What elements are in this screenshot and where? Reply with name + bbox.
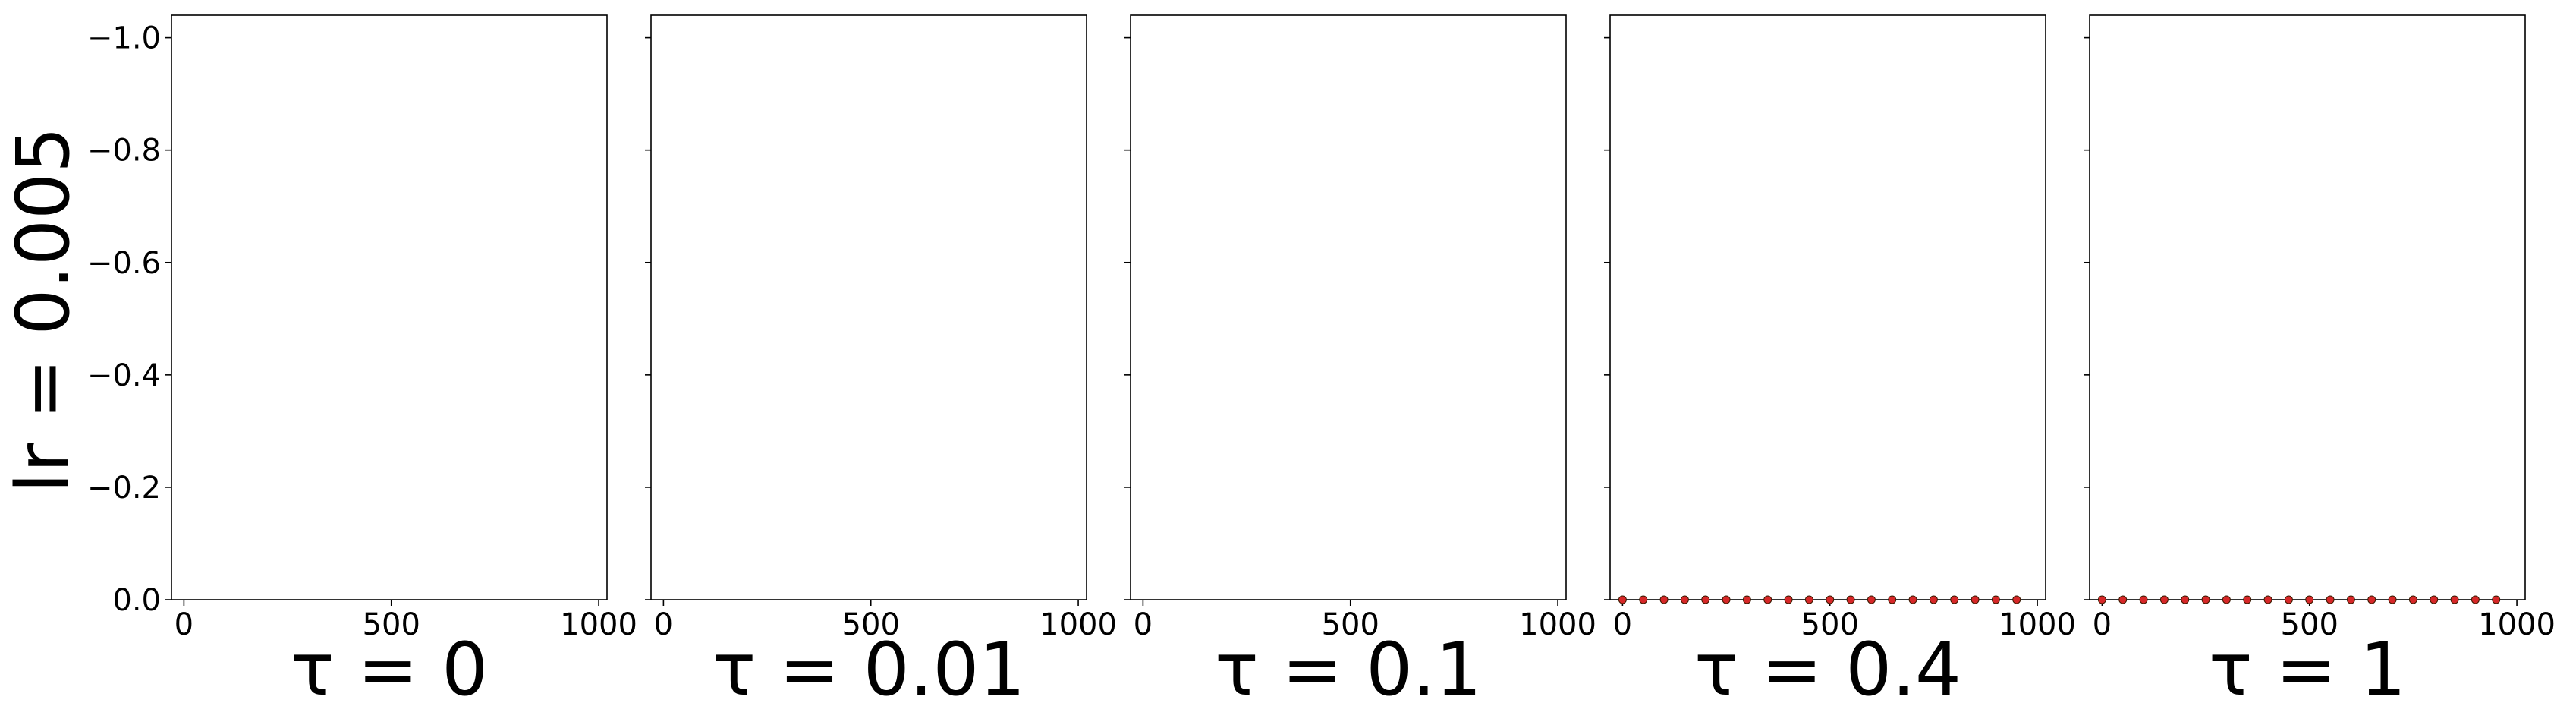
data-point [1908,595,1917,604]
data-point [1826,595,1835,604]
panel-xlabel: τ = 0.4 [1694,627,1961,712]
panel-4: 0 500 1000 τ = 0.4 [1604,14,2076,712]
data-point [1680,595,1689,604]
data-point [1639,595,1648,604]
plot-frame [2089,14,2526,600]
x-tick-label: 1000 [1999,607,2076,642]
data-point [2367,595,2376,604]
panel-xlabel: τ = 1 [2209,627,2406,712]
x-tick-label: 500 [363,607,420,642]
plot-frame [1130,14,1567,600]
x-tick-label: 0 [175,607,193,642]
data-point [1971,595,1980,604]
data-point [2326,595,2335,604]
data-point [1618,595,1627,604]
y-tick-label: −0.6 [87,246,161,281]
x-tick-label: 1000 [560,607,637,642]
panel-2: 0 500 1000 τ = 0.01 [645,14,1117,712]
plot-frame [1609,14,2046,600]
data-point [2408,595,2417,604]
row-label: lr = 0.005 [1,127,86,493]
data-point [1867,595,1876,604]
data-point [2201,595,2210,604]
data-point [2139,595,2148,604]
data-point [2346,595,2355,604]
x-tick-label: 1000 [1040,607,1117,642]
data-point [2243,595,2252,604]
data-point [2430,595,2439,604]
y-tick-label: −0.2 [87,471,161,506]
x-tick-label: 500 [1322,607,1379,642]
x-tick-label: 500 [1801,607,1859,642]
data-point [1804,595,1813,604]
data-point [1929,595,1938,604]
panels: 0 500 1000 0.0 −0.2 −0.4 −0.6 −0.8 −1.0 τ = 0 0 500… [87,14,2556,712]
plot-frame [171,14,608,600]
data-point [2450,595,2459,604]
data-point [2012,595,2021,604]
y-tick-label: 0.0 [112,583,161,618]
data-point [2492,595,2501,604]
data-point [1659,595,1669,604]
data-point [1722,595,1731,604]
data-point [1991,595,2000,604]
y-tick-label: −1.0 [87,21,161,56]
data-point [2118,595,2128,604]
data-point [2263,595,2272,604]
data-point [2284,595,2293,604]
data-point [2388,595,2397,604]
x-tick-label: 500 [842,607,900,642]
panel-1: 0 500 1000 0.0 −0.2 −0.4 −0.6 −0.8 −1.0 τ = 0 [87,14,637,712]
data-point [2305,595,2314,604]
y-tick-label: −0.4 [87,358,161,393]
panel-xlabel: τ = 0.01 [712,627,1025,712]
panel-3: 0 500 1000 τ = 0.1 [1124,14,1596,712]
data-point [2222,595,2231,604]
data-point [1888,595,1897,604]
plot-frame [650,14,1087,600]
data-point [1784,595,1793,604]
data-point [1701,595,1710,604]
data-point [2097,595,2106,604]
panel-5: 0 500 1000 τ = 1 [2084,14,2556,712]
x-tick-label: 0 [654,607,673,642]
data-point [1742,595,1751,604]
x-tick-label: 1000 [1519,607,1596,642]
y-tick-label: −0.8 [87,134,161,169]
x-tick-label: 0 [1134,607,1153,642]
data-point [1950,595,1959,604]
data-point [2159,595,2169,604]
data-point [2181,595,2190,604]
data-point [1846,595,1855,604]
panel-xlabel: τ = 0.1 [1215,627,1482,712]
x-tick-label: 0 [1613,607,1632,642]
data-point [2471,595,2480,604]
panel-xlabel: τ = 0 [291,627,488,712]
x-tick-label: 500 [2281,607,2339,642]
data-point [1763,595,1772,604]
x-tick-label: 1000 [2478,607,2556,642]
x-tick-label: 0 [2093,607,2112,642]
